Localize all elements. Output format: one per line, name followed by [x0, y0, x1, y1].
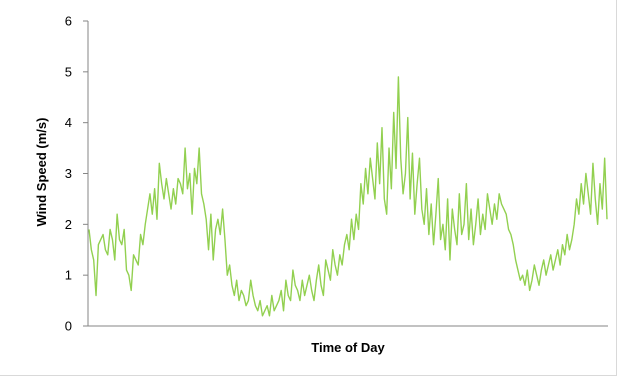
y-tick-label: 6 [65, 14, 72, 29]
y-axis: 0 1 2 3 4 5 6 [65, 14, 89, 334]
y-tick-label: 3 [65, 166, 72, 181]
y-axis-title: Wind Speed (m/s) [34, 118, 49, 227]
y-tick-label: 0 [65, 319, 72, 334]
y-tick-label: 2 [65, 217, 72, 232]
y-tick-label: 4 [65, 115, 72, 130]
series-line-0 [88, 76, 608, 317]
series-layer [88, 76, 608, 317]
x-axis-title: Time of Day [311, 340, 385, 355]
y-tick-label: 5 [65, 64, 72, 79]
y-tick-label: 1 [65, 268, 72, 283]
